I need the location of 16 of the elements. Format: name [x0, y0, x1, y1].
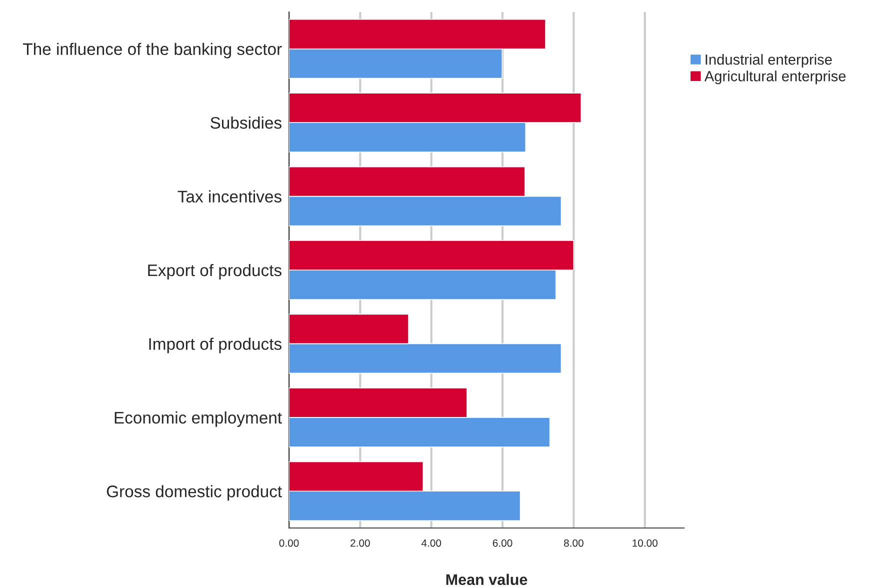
x-tick-label: 6.00 [492, 539, 512, 547]
legend-label: Industrial enterprise [706, 54, 832, 68]
y-tick-label: Subsidies [210, 116, 282, 129]
x-tick-label: 10.00 [632, 539, 658, 547]
y-tick-label: Tax incentives [178, 190, 282, 202]
x-axis-title: Mean value [446, 574, 528, 586]
x-tick-label: 4.00 [421, 539, 442, 547]
y-tick-label: Gross domestic product [106, 485, 282, 501]
x-tick-label: 8.00 [564, 539, 584, 547]
y-tick-label: The influence of the banking sector [23, 42, 282, 58]
x-tick-label: 2.00 [350, 539, 370, 547]
y-tick-label: Export of products [148, 264, 282, 280]
y-tick-label: Economic employment [114, 411, 282, 427]
legend-label: Agricultural enterprise [704, 70, 846, 84]
x-tick-label: 0.00 [279, 539, 299, 547]
y-tick-label: Import of products [149, 338, 282, 354]
